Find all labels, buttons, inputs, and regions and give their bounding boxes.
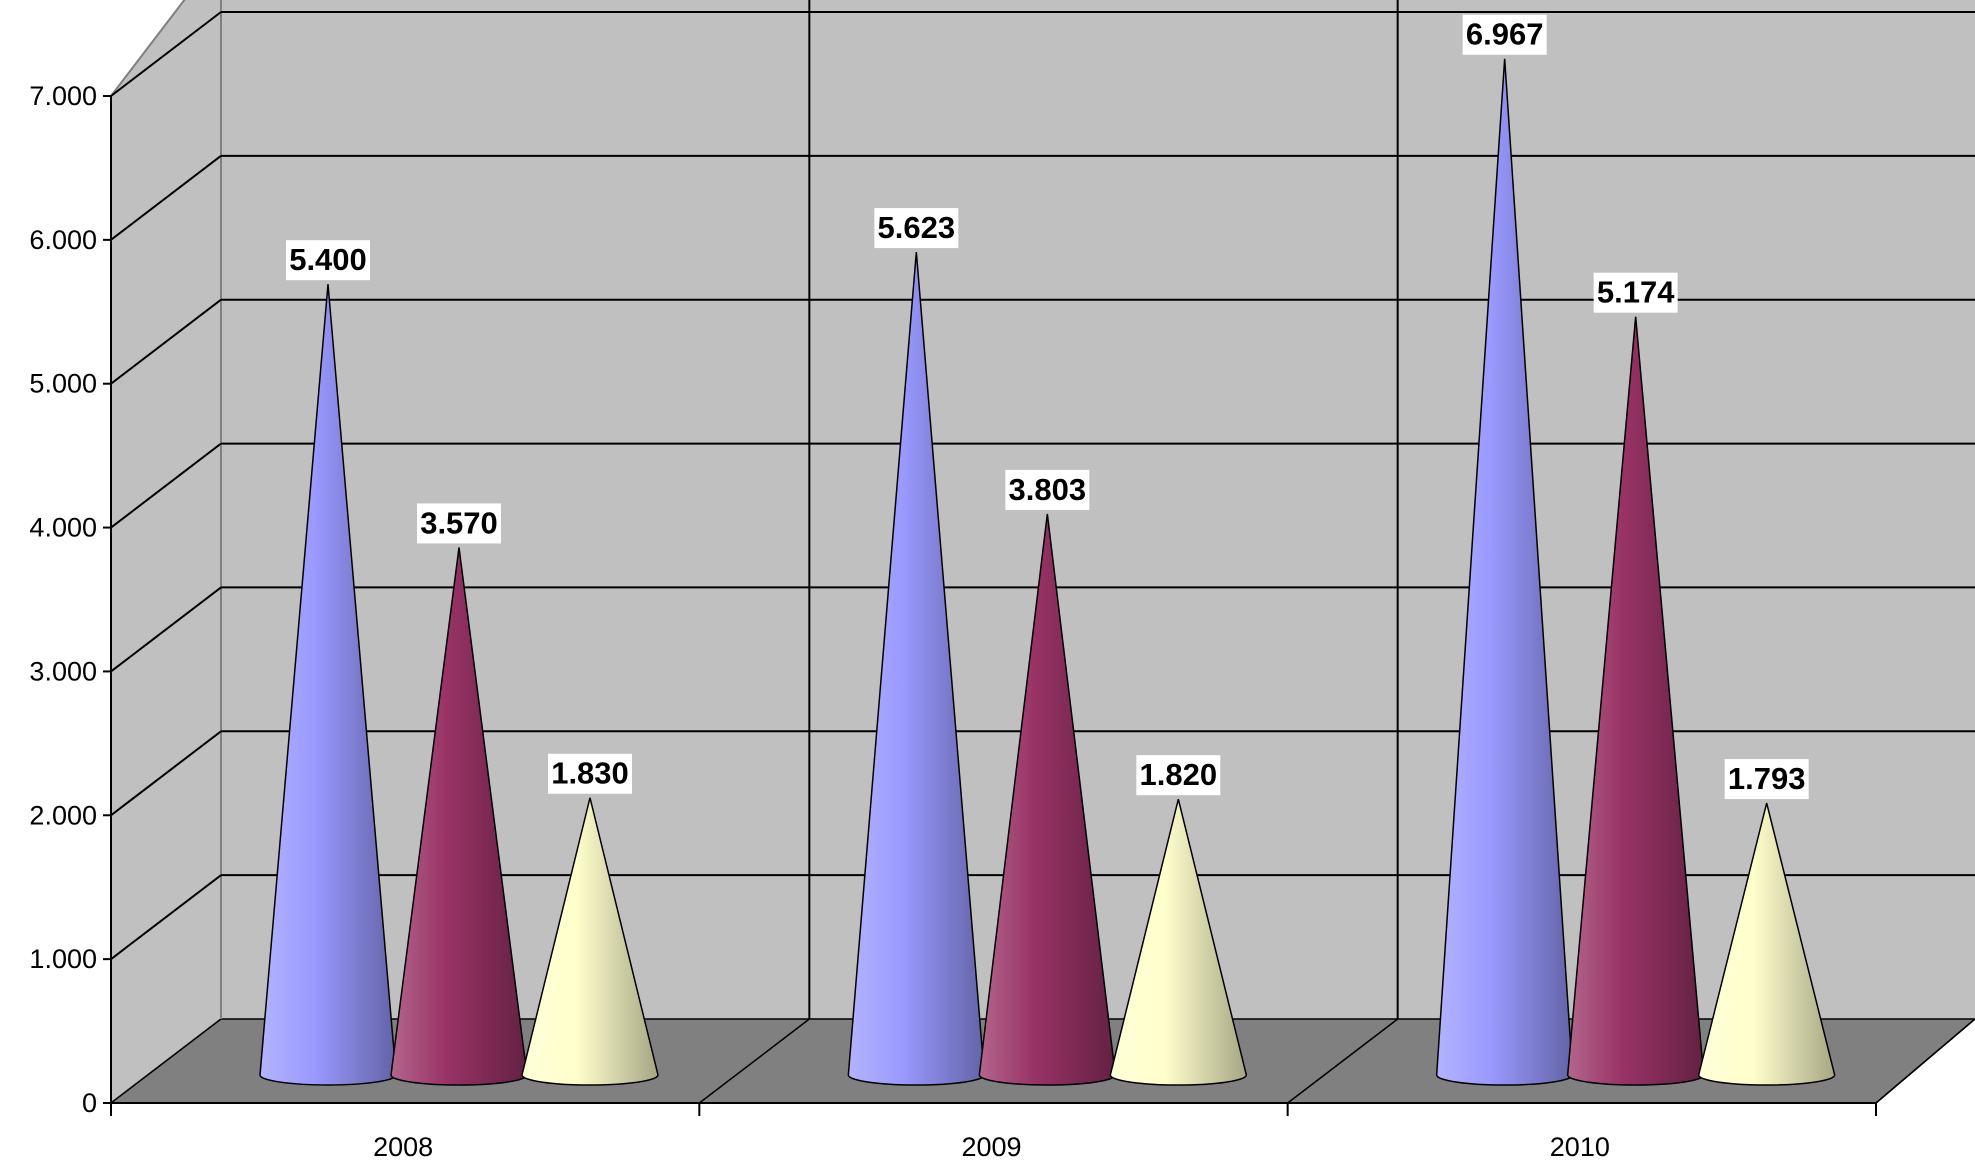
data-label-text: 3.803 (1009, 472, 1087, 507)
cone-mark (1109, 799, 1248, 1086)
data-label-text: 5.400 (289, 242, 367, 277)
data-label: 5.400 (286, 240, 370, 281)
gridline-side (110, 730, 222, 817)
y-tick-label: 5.000 (29, 369, 97, 399)
data-label: 1.830 (548, 753, 632, 794)
data-label-text: 5.623 (878, 210, 956, 245)
data-labels: 5.400 3.570 1.830 5.623 3.803 1.820 6.967 5.174… (286, 14, 1809, 800)
data-label-box (1136, 755, 1221, 796)
data-label: 1.793 (1724, 759, 1809, 800)
gridline-side (110, 586, 222, 673)
data-label: 5.623 (874, 208, 959, 249)
data-label-box (286, 240, 370, 281)
data-label: 3.570 (417, 503, 501, 544)
data-label: 3.803 (1005, 469, 1090, 510)
floor-divider (698, 1018, 810, 1104)
gridline-side (110, 298, 222, 385)
data-label-box (1724, 759, 1809, 800)
cone-2008-2 (521, 797, 659, 1086)
gridline-side (110, 11, 222, 97)
data-label-text: 5.174 (1597, 275, 1675, 310)
gridline-side (110, 155, 222, 241)
floor-edge (1875, 1018, 1975, 1104)
data-label-box (1593, 272, 1678, 313)
gridline-side (110, 874, 222, 960)
data-label-text: 6.967 (1466, 17, 1544, 52)
y-tick-label: 1.000 (29, 944, 97, 974)
data-label-text: 3.570 (420, 505, 498, 540)
y-tick-label: 6.000 (29, 225, 97, 255)
gridlines (110, 0, 1975, 1104)
category-label: 2008 (373, 1132, 433, 1162)
y-tick-label: 3.000 (29, 656, 97, 686)
data-label-box (874, 208, 959, 249)
data-label: 5.174 (1593, 272, 1678, 313)
data-label: 1.820 (1136, 755, 1221, 796)
floor-divider (1287, 1018, 1399, 1104)
y-tick-label: 7.000 (29, 81, 97, 111)
y-tick-label: 4.000 (29, 513, 97, 543)
data-label-text: 1.830 (551, 756, 629, 791)
value-axis: 0 1.000 2.000 3.000 4.000 5.000 6.000 7.000 (29, 81, 112, 1118)
data-label-text: 1.820 (1140, 757, 1218, 792)
data-label-box (1005, 469, 1090, 510)
category-label: 2010 (1550, 1132, 1610, 1162)
cone-2010-2 (1697, 802, 1836, 1086)
y-tick-label: 2.000 (29, 800, 97, 830)
cone-2009-2 (1109, 799, 1248, 1086)
data-label-box (1462, 14, 1547, 55)
category-label: 2009 (961, 1132, 1021, 1162)
data-label-box (548, 753, 632, 794)
cone-mark (1697, 802, 1836, 1086)
y-tick-label: 0 (82, 1088, 97, 1118)
data-label: 6.967 (1462, 14, 1547, 55)
data-label-box (417, 503, 501, 544)
cone-mark (521, 797, 659, 1086)
side-wall (110, 0, 222, 1106)
gridline-side (110, 442, 222, 529)
cone-series (259, 58, 1836, 1086)
data-label-text: 1.793 (1728, 761, 1806, 796)
category-axis: 2008 2009 2010 (110, 1102, 1877, 1162)
